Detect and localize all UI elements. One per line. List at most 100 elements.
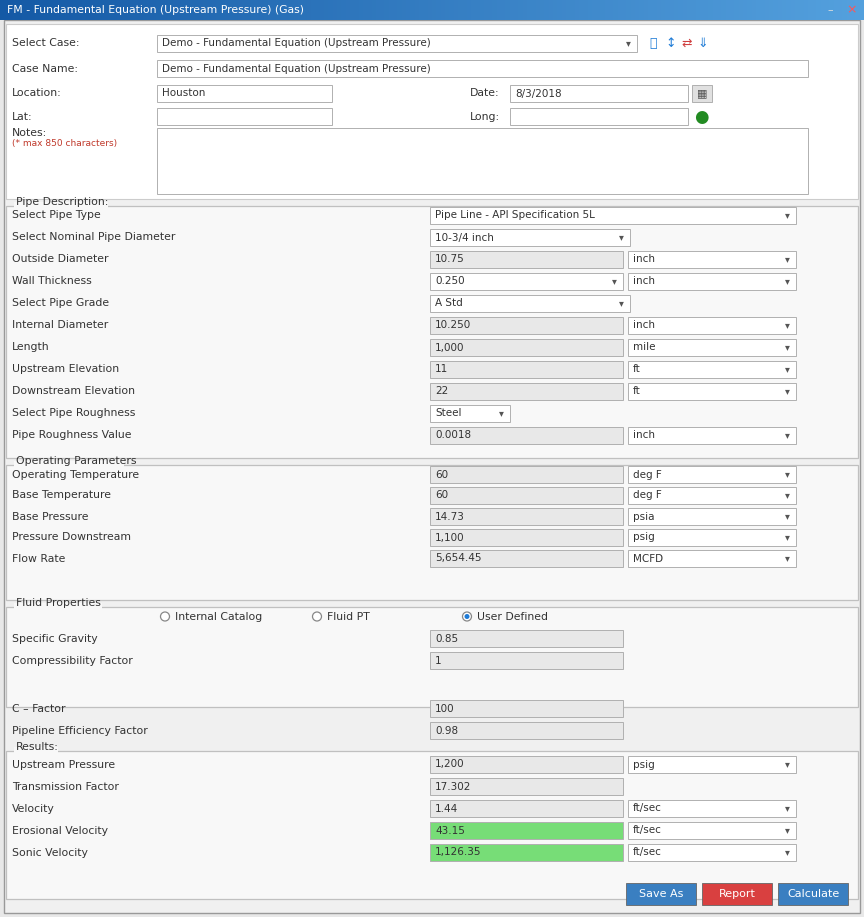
Text: 1,000: 1,000 bbox=[435, 343, 465, 352]
Text: ▾: ▾ bbox=[785, 364, 790, 374]
Text: inch: inch bbox=[633, 430, 655, 440]
Bar bbox=[6, 465, 858, 600]
Text: 17.302: 17.302 bbox=[435, 781, 472, 791]
Text: Demo - Fundamental Equation (Upstream Pressure): Demo - Fundamental Equation (Upstream Pr… bbox=[162, 39, 431, 49]
Text: Upstream Elevation: Upstream Elevation bbox=[12, 364, 119, 374]
Text: mile: mile bbox=[633, 343, 656, 352]
Text: 43.15: 43.15 bbox=[435, 825, 465, 835]
Bar bbox=[628, 756, 796, 773]
Text: psia: psia bbox=[633, 512, 655, 522]
Text: inch: inch bbox=[633, 277, 655, 286]
Text: Select Pipe Grade: Select Pipe Grade bbox=[12, 299, 109, 308]
Text: User Defined: User Defined bbox=[477, 612, 548, 622]
Circle shape bbox=[313, 612, 321, 621]
Bar bbox=[628, 508, 796, 525]
Text: Pipe Description:: Pipe Description: bbox=[16, 197, 108, 207]
Text: A Std: A Std bbox=[435, 299, 463, 308]
Bar bbox=[628, 317, 796, 334]
Circle shape bbox=[465, 614, 469, 619]
Bar bbox=[430, 508, 623, 525]
Text: ●: ● bbox=[694, 107, 708, 126]
Text: ▾: ▾ bbox=[785, 803, 790, 813]
Text: Houston: Houston bbox=[162, 89, 206, 98]
Text: ▾: ▾ bbox=[785, 512, 790, 522]
Bar bbox=[628, 550, 796, 567]
Text: –: – bbox=[827, 5, 833, 15]
Text: 10.75: 10.75 bbox=[435, 255, 465, 264]
Bar bbox=[430, 630, 623, 647]
Text: ft/sec: ft/sec bbox=[633, 825, 662, 835]
Bar bbox=[430, 361, 623, 378]
Text: ▾: ▾ bbox=[785, 825, 790, 835]
Bar bbox=[430, 339, 623, 356]
Bar bbox=[157, 85, 332, 102]
Text: ⛯: ⛯ bbox=[649, 37, 657, 50]
Text: ▾: ▾ bbox=[785, 321, 790, 330]
Bar bbox=[628, 273, 796, 290]
Text: inch: inch bbox=[633, 255, 655, 264]
Text: ▾: ▾ bbox=[785, 211, 790, 220]
Text: Length: Length bbox=[12, 343, 49, 352]
Bar bbox=[626, 883, 696, 905]
Text: ▾: ▾ bbox=[499, 408, 504, 418]
Circle shape bbox=[161, 612, 169, 621]
Bar bbox=[430, 722, 623, 739]
Text: deg F: deg F bbox=[633, 470, 662, 480]
Text: ▾: ▾ bbox=[785, 343, 790, 352]
Text: Upstream Pressure: Upstream Pressure bbox=[12, 759, 115, 769]
Bar bbox=[692, 85, 712, 102]
Bar bbox=[702, 883, 772, 905]
Text: Select Case:: Select Case: bbox=[12, 39, 79, 49]
Text: Demo - Fundamental Equation (Upstream Pressure): Demo - Fundamental Equation (Upstream Pr… bbox=[162, 63, 431, 73]
Text: Pipe Line - API Specification 5L: Pipe Line - API Specification 5L bbox=[435, 211, 595, 220]
Bar bbox=[14, 747, 58, 757]
Bar bbox=[430, 295, 630, 312]
Text: Outside Diameter: Outside Diameter bbox=[12, 255, 109, 264]
Text: Report: Report bbox=[719, 889, 755, 899]
Text: ft: ft bbox=[633, 386, 641, 396]
Text: Base Temperature: Base Temperature bbox=[12, 491, 111, 501]
Text: Pipeline Efficiency Factor: Pipeline Efficiency Factor bbox=[12, 725, 148, 735]
Text: (* max 850 characters): (* max 850 characters) bbox=[12, 139, 118, 148]
Text: ft: ft bbox=[633, 364, 641, 374]
Text: ft/sec: ft/sec bbox=[633, 847, 662, 857]
Text: 1,200: 1,200 bbox=[435, 759, 465, 769]
Text: ▾: ▾ bbox=[619, 299, 624, 308]
Bar bbox=[430, 822, 623, 839]
Bar bbox=[430, 844, 623, 861]
Bar bbox=[628, 251, 796, 268]
Bar bbox=[157, 35, 637, 52]
Text: ↕: ↕ bbox=[665, 37, 676, 50]
Text: ⇄: ⇄ bbox=[681, 37, 691, 50]
Text: 1.44: 1.44 bbox=[435, 803, 458, 813]
Bar bbox=[6, 24, 858, 199]
Text: deg F: deg F bbox=[633, 491, 662, 501]
Text: inch: inch bbox=[633, 321, 655, 330]
Text: Internal Catalog: Internal Catalog bbox=[175, 612, 263, 622]
Bar bbox=[628, 800, 796, 817]
Text: ×: × bbox=[847, 4, 857, 17]
Text: ▾: ▾ bbox=[785, 759, 790, 769]
Text: 0.0018: 0.0018 bbox=[435, 430, 471, 440]
Text: 5,654.45: 5,654.45 bbox=[435, 554, 481, 564]
Bar bbox=[430, 652, 623, 669]
Bar bbox=[157, 128, 808, 194]
Text: Base Pressure: Base Pressure bbox=[12, 512, 88, 522]
Text: ▾: ▾ bbox=[785, 430, 790, 440]
Text: 1: 1 bbox=[435, 656, 442, 666]
Bar bbox=[14, 202, 107, 212]
Text: 11: 11 bbox=[435, 364, 448, 374]
Bar bbox=[778, 883, 848, 905]
Bar bbox=[430, 529, 623, 546]
Text: ▦: ▦ bbox=[696, 89, 708, 98]
Text: Long:: Long: bbox=[470, 112, 500, 121]
Circle shape bbox=[462, 612, 472, 621]
Text: Select Nominal Pipe Diameter: Select Nominal Pipe Diameter bbox=[12, 233, 175, 242]
Text: 0.98: 0.98 bbox=[435, 725, 458, 735]
Bar bbox=[628, 844, 796, 861]
Bar bbox=[14, 603, 102, 613]
Text: psig: psig bbox=[633, 533, 655, 543]
Text: ▾: ▾ bbox=[785, 277, 790, 286]
Text: Notes:: Notes: bbox=[12, 128, 48, 138]
Text: ▾: ▾ bbox=[785, 255, 790, 264]
